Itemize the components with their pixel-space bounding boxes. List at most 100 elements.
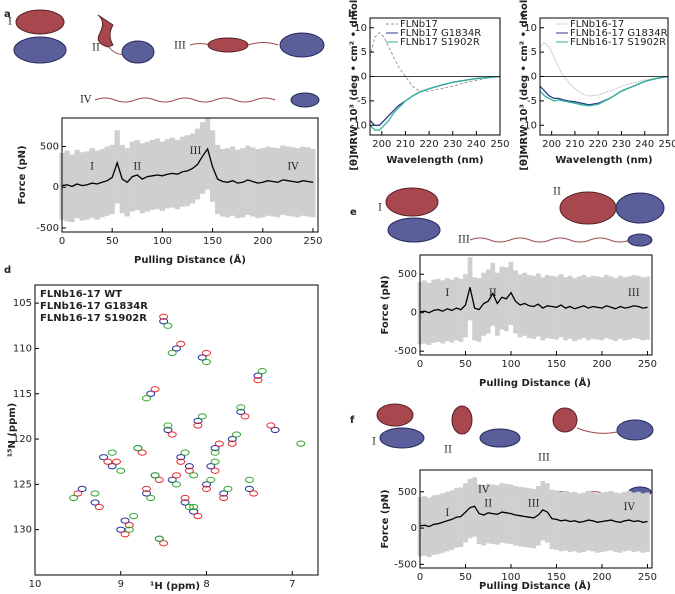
peak xyxy=(111,458,121,465)
x-tick-label: 200 xyxy=(253,236,272,247)
x-tick-label: 250 xyxy=(303,236,322,247)
peak xyxy=(232,431,242,438)
peak xyxy=(236,408,246,415)
peak xyxy=(266,422,276,429)
x-tick-label: 100 xyxy=(501,359,520,370)
peak xyxy=(150,472,160,479)
peak xyxy=(206,476,216,483)
series-line xyxy=(419,505,648,528)
peak xyxy=(116,526,126,533)
y-tick-label: 125 xyxy=(13,479,32,490)
series-line xyxy=(369,75,501,131)
y-tick-label: 0 xyxy=(411,308,417,319)
x-tick-label: 10 xyxy=(29,579,42,590)
peak xyxy=(167,349,177,357)
x-tick-label: 250 xyxy=(638,572,657,583)
legend-label: FLNb16-17 S1902R xyxy=(570,37,666,48)
domain-cartoon xyxy=(97,14,114,48)
peak xyxy=(159,318,169,325)
x-tick-label: 0 xyxy=(417,572,423,583)
structure-label: II xyxy=(444,445,452,456)
y-tick-label: 5 xyxy=(531,47,537,58)
legend-label: FLNb16-17 WT xyxy=(40,289,122,300)
y-axis-label: ¹⁵N (ppm) xyxy=(7,403,18,458)
chain xyxy=(94,97,276,103)
peak xyxy=(124,522,134,529)
domain-cartoon xyxy=(15,9,65,35)
peak xyxy=(116,467,126,474)
domain-cartoon xyxy=(13,36,67,64)
domain-cartoon xyxy=(387,217,441,243)
panel-letter: c xyxy=(520,9,526,20)
y-tick-label: 120 xyxy=(13,434,32,445)
x-tick-label: 50 xyxy=(106,236,119,247)
x-tick-label: 200 xyxy=(592,359,611,370)
x-axis-label: Wavelength (nm) xyxy=(386,155,483,166)
peak xyxy=(210,449,220,456)
annotation: I xyxy=(90,161,94,172)
peak xyxy=(214,440,224,447)
x-tick-label: 230 xyxy=(443,139,462,150)
annotation: IV xyxy=(287,161,299,172)
peak xyxy=(189,508,199,515)
domain-cartoon xyxy=(479,428,521,448)
peak xyxy=(90,499,100,506)
peak xyxy=(141,490,151,497)
domain-cartoon xyxy=(559,191,617,225)
structure-label: I xyxy=(378,203,382,214)
x-tick-label: 250 xyxy=(658,139,675,150)
legend-label: FLNb16-17 xyxy=(570,19,624,30)
peak xyxy=(210,467,220,474)
structure-label: II xyxy=(92,43,100,54)
y-tick-label: -5 xyxy=(357,96,367,107)
peak xyxy=(219,494,229,502)
peak xyxy=(197,354,207,361)
x-tick-label: 150 xyxy=(547,359,566,370)
peak xyxy=(197,413,207,420)
y-tick-label: -500 xyxy=(394,346,417,357)
peak xyxy=(270,426,280,434)
annotation: IV xyxy=(624,502,636,513)
peak xyxy=(107,463,117,470)
peak xyxy=(184,503,194,511)
peak xyxy=(176,458,186,465)
domain-cartoon xyxy=(627,233,653,247)
peak xyxy=(120,517,130,524)
legend-label: FLNb16-17 G1834R xyxy=(570,28,668,39)
y-axis-label: Force (pN) xyxy=(380,489,391,548)
y-tick-label: 0 xyxy=(53,182,59,193)
peak xyxy=(193,417,203,425)
peak xyxy=(172,481,181,488)
protein-cartoons xyxy=(13,9,665,498)
y-tick-label: 115 xyxy=(13,389,32,400)
y-tick-label: 10 xyxy=(354,23,367,34)
peak xyxy=(257,367,267,375)
peak xyxy=(146,494,156,502)
x-tick-label: 210 xyxy=(565,139,584,150)
series-line xyxy=(539,41,669,97)
x-tick-label: 150 xyxy=(547,572,566,583)
peak xyxy=(184,467,194,474)
y-tick-label: 110 xyxy=(13,343,32,354)
x-tick-label: 0 xyxy=(417,359,423,370)
peak xyxy=(73,490,83,497)
peak xyxy=(77,485,87,493)
y-tick-label: 5 xyxy=(361,47,367,58)
x-axis-label: Pulling Distance (Å) xyxy=(479,579,591,592)
y-axis-label: Force (pN) xyxy=(380,275,391,334)
peak xyxy=(176,340,186,348)
annotation: II xyxy=(133,161,141,172)
peak xyxy=(193,512,203,520)
legend-label: FLNb17 xyxy=(400,19,438,30)
x-tick-label: 210 xyxy=(396,139,415,150)
y-tick-label: -500 xyxy=(36,223,59,234)
series-line xyxy=(61,147,314,188)
legend-label: FLNb17 S1902R xyxy=(400,37,480,48)
peak xyxy=(69,494,79,502)
plot-frame xyxy=(419,469,653,569)
peak xyxy=(249,490,259,497)
peak xyxy=(189,472,199,479)
peak xyxy=(137,449,147,456)
legend-label: FLNb16-17 G1834R xyxy=(40,301,148,312)
peak xyxy=(210,458,220,465)
